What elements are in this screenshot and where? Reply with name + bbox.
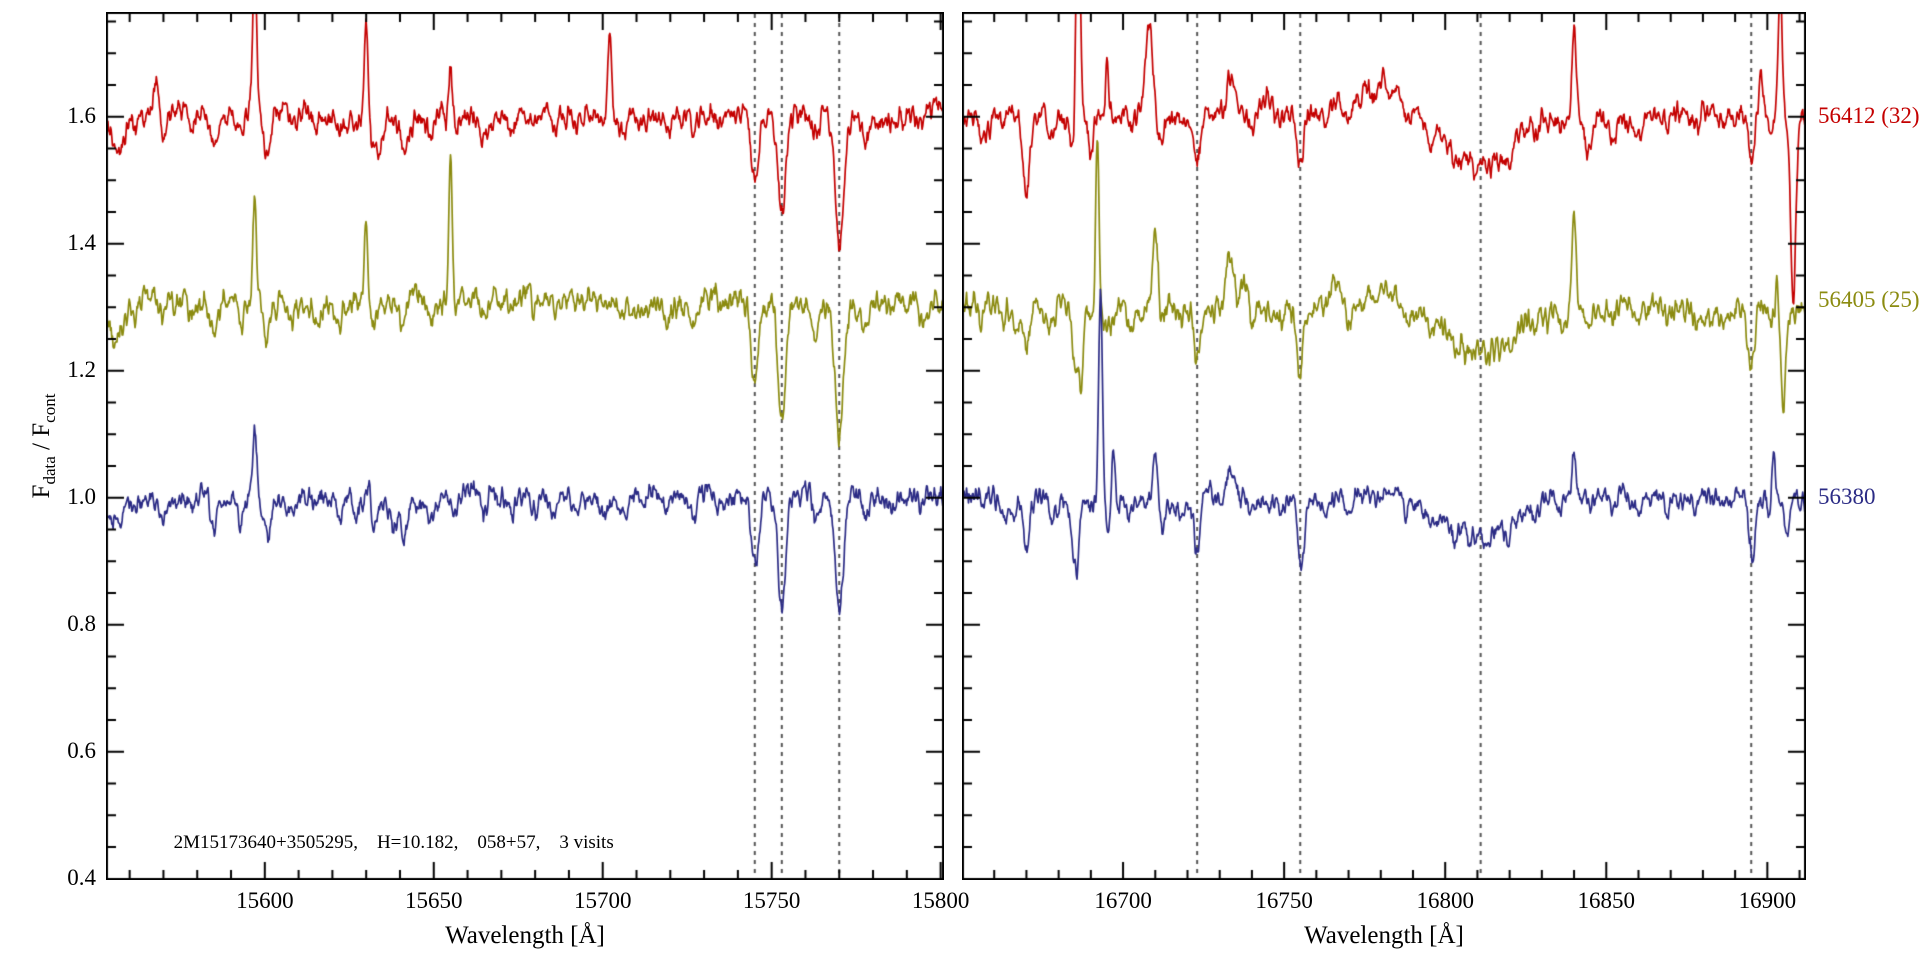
x-axis-label-right: Wavelength [Å] [1304,922,1464,949]
y-tick-label: 0.4 [67,864,96,890]
x-tick-label: 16800 [1416,888,1474,913]
right-panel-canvas [962,12,1806,880]
left-spectrum-panel: 2M15173640+3505295, H=10.182, 058+57, 3 … [106,12,944,880]
x-tick-label: 16700 [1094,888,1152,913]
y-tick-label: 1.4 [67,229,96,255]
x-tick-label: 15700 [573,888,632,913]
y-axis-label: Fdata / Fcont [28,394,60,499]
spectrum-label-56412: 56412 (32) [1818,102,1920,128]
x-tick-label: 16750 [1255,888,1313,913]
left-panel-canvas [106,12,944,880]
x-tick-label: 15600 [236,888,294,913]
y-axis-label-sub-cont: cont [40,393,59,423]
x-tick-label: 15650 [405,888,463,913]
y-tick-label: 0.6 [67,737,96,763]
y-axis-label-sub-data: data [40,456,59,485]
y-axis-label-mid: / F [28,422,55,457]
target-annotation: 2M15173640+3505295, H=10.182, 058+57, 3 … [173,831,614,853]
y-tick-label: 1.2 [67,356,96,382]
x-tick-label: 16850 [1577,888,1636,913]
x-tick-label: 15750 [742,888,801,913]
right-spectrum-panel [962,12,1806,880]
y-tick-label: 1.6 [67,102,96,128]
x-tick-label: 15800 [911,888,970,913]
x-axis-label-left: Wavelength [Å] [445,922,605,949]
spectrum-label-56380: 56380 [1818,483,1876,509]
y-tick-label: 1.0 [67,483,96,509]
x-tick-label: 16900 [1738,888,1797,913]
y-tick-label: 0.8 [67,610,96,636]
spectrum-label-56405: 56405 (25) [1818,286,1920,312]
